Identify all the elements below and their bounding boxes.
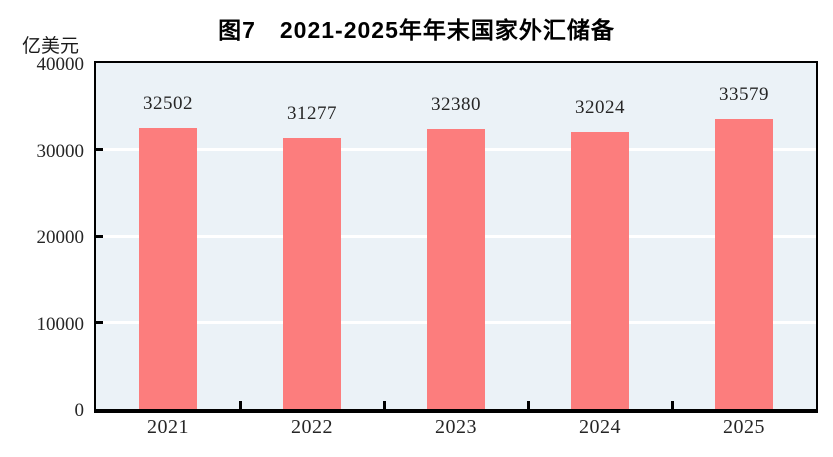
plot-inner: 32502 31277 32380 32024 33579 — [96, 63, 816, 409]
y-axis-tick-label: 0 — [74, 400, 85, 421]
chart-title: 图7 2021-2025年年末国家外汇储备 — [218, 17, 615, 43]
bar-value-label: 32502 — [143, 92, 193, 114]
y-axis-tick-mark — [96, 321, 103, 324]
y-axis-tick-label: 10000 — [36, 313, 85, 335]
bar-2022 — [283, 138, 341, 409]
x-axis-tick-label: 2022 — [291, 416, 333, 438]
x-axis-tick-mark — [382, 401, 386, 409]
y-axis-tick-label: 30000 — [36, 140, 85, 162]
bar-value-label: 33579 — [719, 83, 769, 105]
bar-2023 — [427, 128, 485, 409]
plot-area: 32502 31277 32380 32024 33579 — [94, 61, 818, 413]
bar-value-label: 32024 — [575, 97, 625, 118]
x-axis-tick-mark — [670, 401, 674, 409]
x-axis-tick-mark — [526, 401, 530, 409]
x-axis-tick-label: 2024 — [579, 416, 621, 438]
y-axis-tick-label: 20000 — [36, 227, 85, 248]
x-axis-tick-label: 2023 — [435, 416, 477, 438]
bar-2024 — [571, 132, 629, 409]
bar-value-label: 32380 — [431, 93, 481, 115]
bar-value-label: 31277 — [287, 103, 337, 125]
bar-2021 — [139, 127, 197, 409]
y-axis-tick-mark — [96, 148, 103, 151]
y-axis-unit-label: 亿美元 — [22, 36, 80, 57]
x-axis-tick-mark — [238, 401, 242, 409]
x-axis-tick-label: 2021 — [147, 416, 189, 438]
y-axis-tick-label: 40000 — [36, 54, 85, 75]
bar-2025 — [715, 118, 773, 409]
x-axis-tick-label: 2025 — [723, 416, 765, 438]
y-axis-tick-mark — [96, 234, 103, 238]
